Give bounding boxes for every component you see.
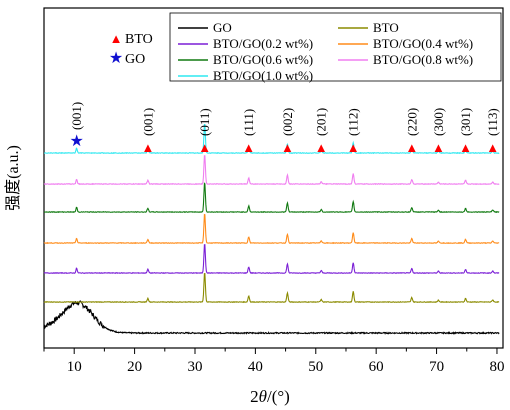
legend-box bbox=[169, 12, 502, 82]
peak-marker-7: ▲ bbox=[405, 140, 418, 155]
series-line-6 bbox=[43, 123, 500, 155]
series-line-1 bbox=[43, 272, 500, 304]
plot-frame bbox=[43, 7, 504, 349]
peak-label-5: (201) bbox=[314, 108, 329, 136]
bto-key-symbol: ▲ bbox=[110, 31, 123, 46]
x-tick-label-40: 40 bbox=[248, 359, 263, 375]
x-tick-label-10: 10 bbox=[67, 359, 82, 375]
x-axis: 10 20 30 40 50 60 70 80 bbox=[43, 348, 504, 375]
peak-label-1: (001) bbox=[140, 108, 155, 136]
x-axis-label: 2θ/(°) bbox=[250, 387, 290, 406]
x-tick-label-80: 80 bbox=[489, 359, 504, 375]
peak-marker-10: ▲ bbox=[486, 140, 499, 155]
legend-label-6: BTO/GO(1.0 wt%) bbox=[213, 68, 313, 83]
peak-marker-2: ▲ bbox=[198, 140, 211, 155]
x-tick-label-30: 30 bbox=[187, 359, 202, 375]
marker-key: ▲ BTO★ GO bbox=[109, 31, 153, 67]
series-line-2 bbox=[43, 244, 500, 275]
x-tick-label-20: 20 bbox=[127, 359, 142, 375]
peak-label-0: (001) bbox=[69, 102, 84, 130]
peak-marker-1: ▲ bbox=[141, 140, 154, 155]
x-tick-label-50: 50 bbox=[308, 359, 323, 375]
peak-marker-3: ▲ bbox=[242, 140, 255, 155]
x-tick-label-60: 60 bbox=[369, 359, 384, 375]
x-tick-label-70: 70 bbox=[429, 359, 444, 375]
legend-label-0: GO bbox=[213, 20, 232, 35]
bto-key-label: BTO bbox=[125, 32, 153, 47]
legend-label-4: BTO/GO(0.6 wt%) bbox=[213, 52, 313, 67]
legend-label-1: BTO bbox=[373, 20, 399, 35]
legend-label-5: BTO/GO(0.8 wt%) bbox=[373, 52, 473, 67]
series-traces bbox=[43, 123, 500, 335]
go-key-symbol: ★ bbox=[109, 50, 123, 67]
peak-marker-5: ▲ bbox=[315, 140, 328, 155]
series-line-5 bbox=[43, 155, 500, 186]
legend-label-2: BTO/GO(0.2 wt%) bbox=[213, 36, 313, 51]
legend-label-3: BTO/GO(0.4 wt%) bbox=[373, 36, 473, 51]
peak-label-6: (112) bbox=[346, 108, 361, 136]
peak-label-8: (300) bbox=[431, 108, 446, 136]
peak-marker-4: ▲ bbox=[281, 140, 294, 155]
peak-marker-0: ★ bbox=[69, 133, 83, 150]
peak-label-3: (111) bbox=[241, 109, 256, 136]
peak-marker-8: ▲ bbox=[432, 140, 445, 155]
go-key-label: GO bbox=[125, 52, 145, 67]
series-line-4 bbox=[43, 182, 500, 214]
peak-label-7: (220) bbox=[404, 108, 419, 136]
peak-annotations: ★ (001) ▲ (001) ▲ (011) ▲ (111) ▲ (002) ▲ (201) ▲ (11… bbox=[69, 102, 500, 155]
peak-label-9: (301) bbox=[458, 108, 473, 136]
series-line-3 bbox=[43, 213, 500, 245]
peak-label-4: (002) bbox=[280, 108, 295, 136]
series-line-0 bbox=[43, 300, 500, 335]
peak-marker-6: ▲ bbox=[347, 140, 360, 155]
peak-label-2: (011) bbox=[197, 108, 212, 136]
peak-marker-9: ▲ bbox=[459, 140, 472, 155]
y-axis-label: 强度(a.u.) bbox=[4, 145, 22, 211]
peak-label-10: (113) bbox=[485, 108, 500, 136]
